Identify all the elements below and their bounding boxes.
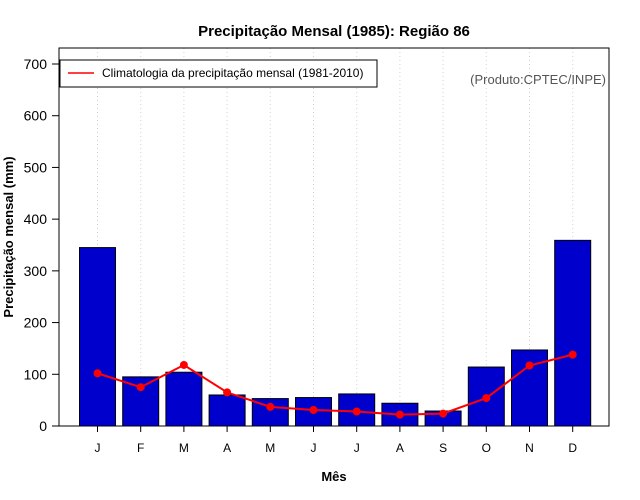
bars — [79, 239, 592, 427]
climatology-point-12 — [568, 350, 577, 359]
y-axis-title: Precipitação mensal (mm) — [1, 156, 16, 317]
x-tick-label-9: S — [439, 441, 447, 455]
climatology-point-10 — [482, 394, 491, 403]
bar-12 — [554, 239, 592, 427]
climatology-series-line — [97, 353, 573, 416]
chart-title: Precipitação Mensal (1985): Região 86 — [198, 23, 470, 40]
bar-4 — [208, 394, 246, 427]
climatology-point-4 — [223, 388, 232, 397]
product-credit: (Produto:CPTEC/INPE) — [470, 72, 606, 87]
x-tick-label-3: M — [179, 441, 189, 455]
legend-box — [59, 59, 378, 88]
x-tick-label-4: A — [223, 441, 231, 455]
x-tick-label-1: J — [95, 441, 101, 455]
legend-entry: Climatologia da precipitação mensal (198… — [102, 66, 363, 80]
y-tick-label-700: 700 — [24, 56, 48, 72]
climatology-point-6 — [309, 405, 318, 414]
x-tick-label-7: J — [354, 441, 360, 455]
y-tick-label-200: 200 — [24, 315, 48, 331]
climatology-point-7 — [352, 407, 361, 416]
x-tick-label-12: D — [568, 441, 577, 455]
y-tick-label-400: 400 — [24, 211, 48, 227]
climatology-point-8 — [395, 410, 404, 419]
y-tick-label-0: 0 — [39, 418, 47, 434]
y-tick-label-100: 100 — [24, 366, 48, 382]
climatology-point-2 — [136, 383, 145, 392]
climatology-point-1 — [93, 369, 102, 378]
y-tick-label-500: 500 — [24, 159, 48, 175]
x-tick-label-5: M — [265, 441, 275, 455]
x-tick-label-6: J — [311, 441, 317, 455]
bar-1 — [79, 247, 116, 427]
y-axis: 0 100 200 300 400 500 600 700 — [24, 56, 59, 434]
x-tick-label-10: O — [482, 441, 491, 455]
x-tick-label-11: N — [525, 441, 534, 455]
plot-frame — [58, 47, 610, 427]
climatology-point-5 — [266, 402, 275, 411]
x-tick-label-2: F — [137, 441, 144, 455]
climatology-line — [93, 350, 577, 419]
legend: Climatologia da precipitação mensal (198… — [59, 59, 378, 88]
y-tick-label-300: 300 — [24, 263, 48, 279]
climatology-point-3 — [179, 360, 188, 369]
bar-3 — [165, 371, 203, 427]
climatology-point-11 — [525, 361, 534, 370]
x-axis-title: Mês — [321, 469, 346, 484]
x-tick-label-8: A — [396, 441, 404, 455]
climatology-point-9 — [439, 409, 448, 418]
y-tick-label-600: 600 — [24, 108, 48, 124]
